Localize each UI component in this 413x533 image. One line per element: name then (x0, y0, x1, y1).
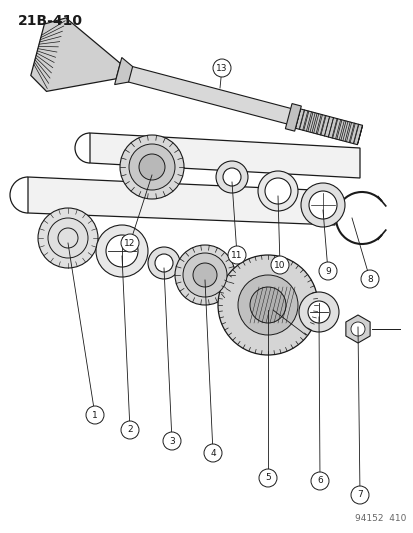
Circle shape (259, 469, 276, 487)
Circle shape (310, 472, 328, 490)
Circle shape (120, 135, 183, 199)
Circle shape (218, 255, 317, 355)
Circle shape (257, 171, 297, 211)
Text: 12: 12 (124, 238, 135, 247)
Circle shape (300, 183, 344, 227)
Text: 1: 1 (92, 410, 97, 419)
Circle shape (86, 406, 104, 424)
Text: 94152  410: 94152 410 (354, 514, 405, 523)
Polygon shape (48, 45, 361, 143)
Polygon shape (28, 177, 334, 225)
Polygon shape (31, 18, 120, 91)
Circle shape (216, 161, 247, 193)
Circle shape (129, 144, 175, 190)
Circle shape (360, 270, 378, 288)
Circle shape (183, 253, 226, 297)
Circle shape (175, 245, 235, 305)
Circle shape (249, 287, 285, 323)
Circle shape (121, 234, 139, 252)
Circle shape (96, 225, 147, 277)
Circle shape (204, 444, 221, 462)
Text: 5: 5 (264, 473, 270, 482)
Text: 6: 6 (316, 477, 322, 486)
Circle shape (307, 301, 329, 323)
Circle shape (223, 168, 240, 186)
Circle shape (163, 432, 180, 450)
Text: 10: 10 (273, 261, 285, 270)
Polygon shape (295, 109, 362, 144)
Text: 9: 9 (324, 266, 330, 276)
Polygon shape (90, 133, 359, 178)
Circle shape (318, 262, 336, 280)
Polygon shape (285, 103, 301, 131)
Circle shape (228, 246, 245, 264)
Circle shape (139, 154, 165, 180)
Circle shape (38, 208, 98, 268)
Text: 13: 13 (216, 63, 227, 72)
Polygon shape (345, 315, 369, 343)
Circle shape (298, 292, 338, 332)
Circle shape (106, 235, 138, 267)
Text: 21B-410: 21B-410 (18, 14, 83, 28)
Circle shape (121, 421, 139, 439)
Text: 3: 3 (169, 437, 174, 446)
Circle shape (350, 486, 368, 504)
Circle shape (154, 254, 173, 272)
Circle shape (212, 59, 230, 77)
Circle shape (147, 247, 180, 279)
Circle shape (264, 178, 290, 204)
Circle shape (308, 191, 336, 219)
Text: 7: 7 (356, 490, 362, 499)
Text: 2: 2 (127, 425, 133, 434)
Polygon shape (114, 58, 132, 85)
Text: 11: 11 (231, 251, 242, 260)
Text: 4: 4 (210, 448, 215, 457)
Circle shape (350, 322, 364, 336)
Text: 8: 8 (366, 274, 372, 284)
Circle shape (271, 256, 288, 274)
Circle shape (237, 275, 297, 335)
Circle shape (192, 263, 216, 287)
